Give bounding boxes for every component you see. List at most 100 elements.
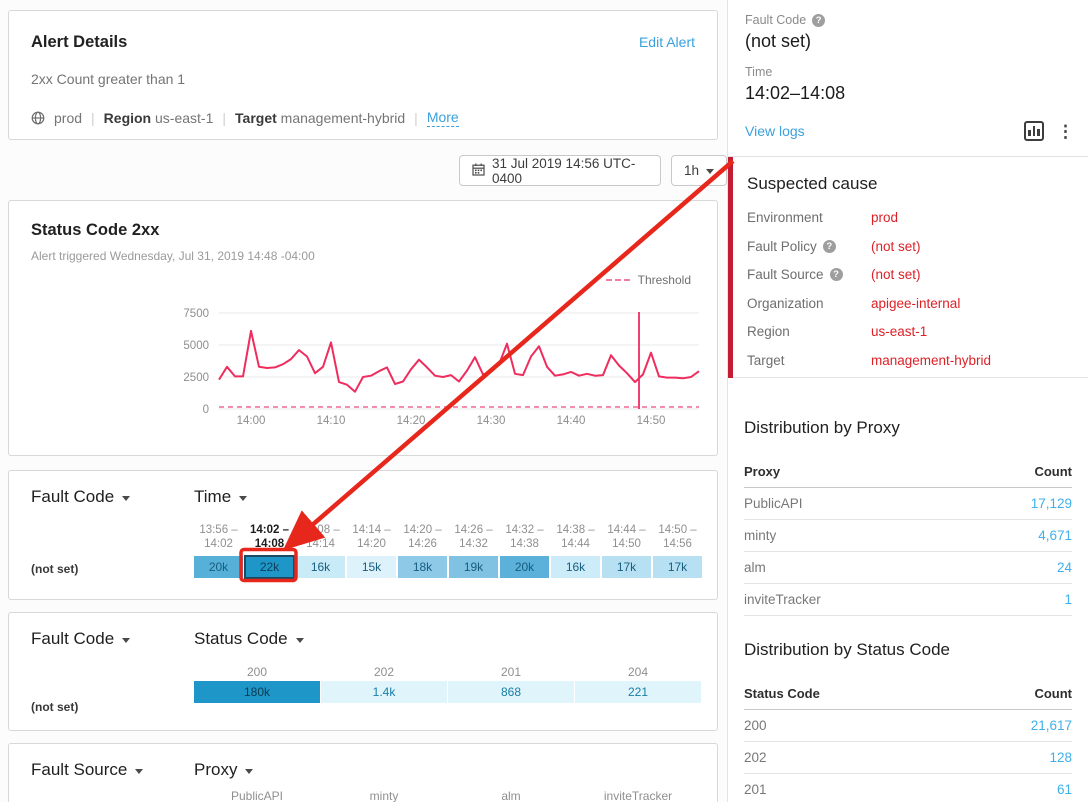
fault-code-dropdown[interactable]: Fault Code bbox=[31, 629, 131, 649]
suspected-label-text: Organization bbox=[747, 295, 824, 311]
fault-code-dropdown[interactable]: Fault Code bbox=[31, 487, 131, 507]
table-row: 201 61 bbox=[744, 774, 1072, 802]
heat-cell[interactable]: 180k bbox=[194, 681, 320, 703]
status-code-dropdown[interactable]: Status Code bbox=[194, 629, 304, 649]
svg-text:14:00: 14:00 bbox=[237, 415, 266, 427]
suspected-red-bar bbox=[728, 157, 733, 378]
row-name: 200 bbox=[744, 718, 767, 733]
region-label: Region bbox=[103, 110, 152, 126]
heat-row-label: (not set) bbox=[31, 700, 79, 714]
suspected-label-text: Region bbox=[747, 324, 790, 339]
suspected-label-text: Target bbox=[747, 352, 785, 368]
time-column: 14:44 –14:50 17k bbox=[602, 523, 651, 578]
region-pair: Region us-east-1 bbox=[104, 110, 214, 126]
table-row: 200 21,617 bbox=[744, 710, 1072, 742]
svg-text:14:10: 14:10 bbox=[317, 415, 346, 427]
time-dropdown[interactable]: Time bbox=[194, 487, 248, 507]
help-icon[interactable]: ? bbox=[829, 268, 843, 281]
heat-cell[interactable]: 20k bbox=[194, 556, 243, 578]
time-range-header: 13:56 –14:02 bbox=[199, 524, 238, 551]
count-link[interactable]: 61 bbox=[1056, 782, 1072, 797]
threshold-dash-icon bbox=[605, 279, 630, 281]
time-range-header: 14:38 –14:44 bbox=[556, 524, 595, 551]
target-pair: Target management-hybrid bbox=[235, 110, 405, 126]
table-header-row: Proxy Count bbox=[744, 456, 1072, 488]
time-column: 14:08 –14:14 16k bbox=[296, 523, 345, 578]
suspected-row: Organization apigee-internal bbox=[747, 296, 1072, 311]
help-icon[interactable]: ? bbox=[812, 13, 826, 27]
time-range-header: 14:26 –14:32 bbox=[454, 524, 493, 551]
heat-cell[interactable]: 22k bbox=[244, 555, 295, 579]
time-heat-columns: 13:56 –14:02 20k 14:02 –14:08 22k 14:08 –14:… bbox=[194, 523, 702, 579]
proxy-dropdown[interactable]: Proxy bbox=[194, 760, 254, 780]
table-row: inviteTracker 1 bbox=[744, 584, 1072, 616]
heat-cell[interactable]: 16k bbox=[296, 556, 345, 578]
time-range-header: 14:08 –14:14 bbox=[301, 524, 340, 551]
dim-label: Time bbox=[194, 487, 232, 506]
line-chart: 7500 5000 2500 0 14:00 14:10 14:20 14:30 14:40 14… bbox=[183, 308, 700, 427]
heat-cell[interactable]: 18k bbox=[398, 556, 447, 578]
range-dropdown[interactable]: 1h bbox=[670, 155, 727, 186]
chevron-down-icon bbox=[239, 495, 248, 501]
table-row: alm 24 bbox=[744, 552, 1072, 584]
suspected-row: Target management-hybrid bbox=[747, 353, 1072, 368]
proxy-columns: PublicAPI minty alm inviteTracker bbox=[194, 789, 701, 802]
count-link[interactable]: 1 bbox=[1064, 592, 1072, 607]
time-column: 14:14 –14:20 15k bbox=[347, 523, 396, 578]
proxy-header: PublicAPI bbox=[230, 789, 284, 802]
proxy-header: minty bbox=[369, 789, 399, 802]
heat-cell[interactable]: 16k bbox=[551, 556, 600, 578]
panel-icons: ⋮ bbox=[1024, 121, 1074, 141]
status-code-header: 204 bbox=[627, 665, 649, 679]
alert-meta: prod | Region us-east-1 | Target managem… bbox=[31, 109, 459, 127]
suspected-label: Environment bbox=[747, 210, 871, 225]
edit-alert-link[interactable]: Edit Alert bbox=[638, 34, 695, 50]
region-value: us-east-1 bbox=[155, 110, 214, 126]
count-link[interactable]: 24 bbox=[1056, 560, 1072, 575]
time-range-header: 14:32 –14:38 bbox=[505, 524, 544, 551]
environment-value: prod bbox=[54, 110, 83, 126]
heat-cell[interactable]: 17k bbox=[602, 556, 651, 578]
svg-text:5000: 5000 bbox=[183, 340, 209, 352]
bar-chart-icon[interactable] bbox=[1024, 121, 1044, 141]
panel-actions: View logs ⋮ bbox=[745, 121, 1074, 141]
proxy-header: alm bbox=[501, 789, 521, 802]
help-icon[interactable]: ? bbox=[822, 239, 836, 253]
column-header: Count bbox=[1034, 464, 1072, 479]
view-logs-link[interactable]: View logs bbox=[745, 123, 805, 139]
heat-row-label: (not set) bbox=[31, 562, 79, 576]
suspected-row: Environment prod bbox=[747, 210, 1072, 225]
fault-source-dropdown[interactable]: Fault Source bbox=[31, 760, 144, 780]
suspected-value: prod bbox=[871, 210, 899, 225]
suspected-label: Region bbox=[747, 324, 871, 339]
suspected-label: Target bbox=[747, 353, 871, 368]
heat-cell[interactable]: 868 bbox=[448, 681, 574, 703]
time-column: 14:20 –14:26 18k bbox=[398, 523, 447, 578]
row-name: PublicAPI bbox=[744, 496, 803, 511]
time-column: 14:50 –14:56 17k bbox=[653, 523, 702, 578]
heat-cell[interactable]: 1.4k bbox=[321, 681, 447, 703]
count-link[interactable]: 128 bbox=[1049, 750, 1072, 765]
heat-cell[interactable]: 15k bbox=[347, 556, 396, 578]
row-name: 201 bbox=[744, 782, 767, 797]
dist-proxy-table: Proxy Count PublicAPI 17,129 minty 4,671 alm 24… bbox=[744, 456, 1072, 616]
suspected-label-text: Environment bbox=[747, 210, 823, 225]
heat-cell[interactable]: 17k bbox=[653, 556, 702, 578]
status-column: 200 180k bbox=[194, 665, 320, 703]
time-range-header: 14:02 –14:08 bbox=[249, 524, 289, 551]
suspected-value: apigee-internal bbox=[871, 295, 961, 311]
count-link[interactable]: 4,671 bbox=[1038, 528, 1072, 543]
count-link[interactable]: 21,617 bbox=[1030, 718, 1072, 733]
heat-cell[interactable]: 20k bbox=[500, 556, 549, 578]
heat-cell[interactable]: 19k bbox=[449, 556, 498, 578]
count-link[interactable]: 17,129 bbox=[1030, 496, 1072, 511]
heat-cell[interactable]: 221 bbox=[575, 681, 701, 703]
separator: | bbox=[414, 110, 418, 126]
alert-details-card: Alert Details Edit Alert 2xx Count great… bbox=[8, 10, 718, 140]
datetime-picker-button[interactable]: 31 Jul 2019 14:56 UTC-0400 bbox=[459, 155, 661, 186]
time-column: 14:02 –14:08 22k bbox=[244, 523, 295, 579]
kebab-menu-icon[interactable]: ⋮ bbox=[1057, 121, 1074, 141]
more-link[interactable]: More bbox=[426, 109, 459, 127]
status-column: 202 1.4k bbox=[321, 665, 447, 703]
time-range-header: 14:44 –14:50 bbox=[607, 524, 646, 551]
